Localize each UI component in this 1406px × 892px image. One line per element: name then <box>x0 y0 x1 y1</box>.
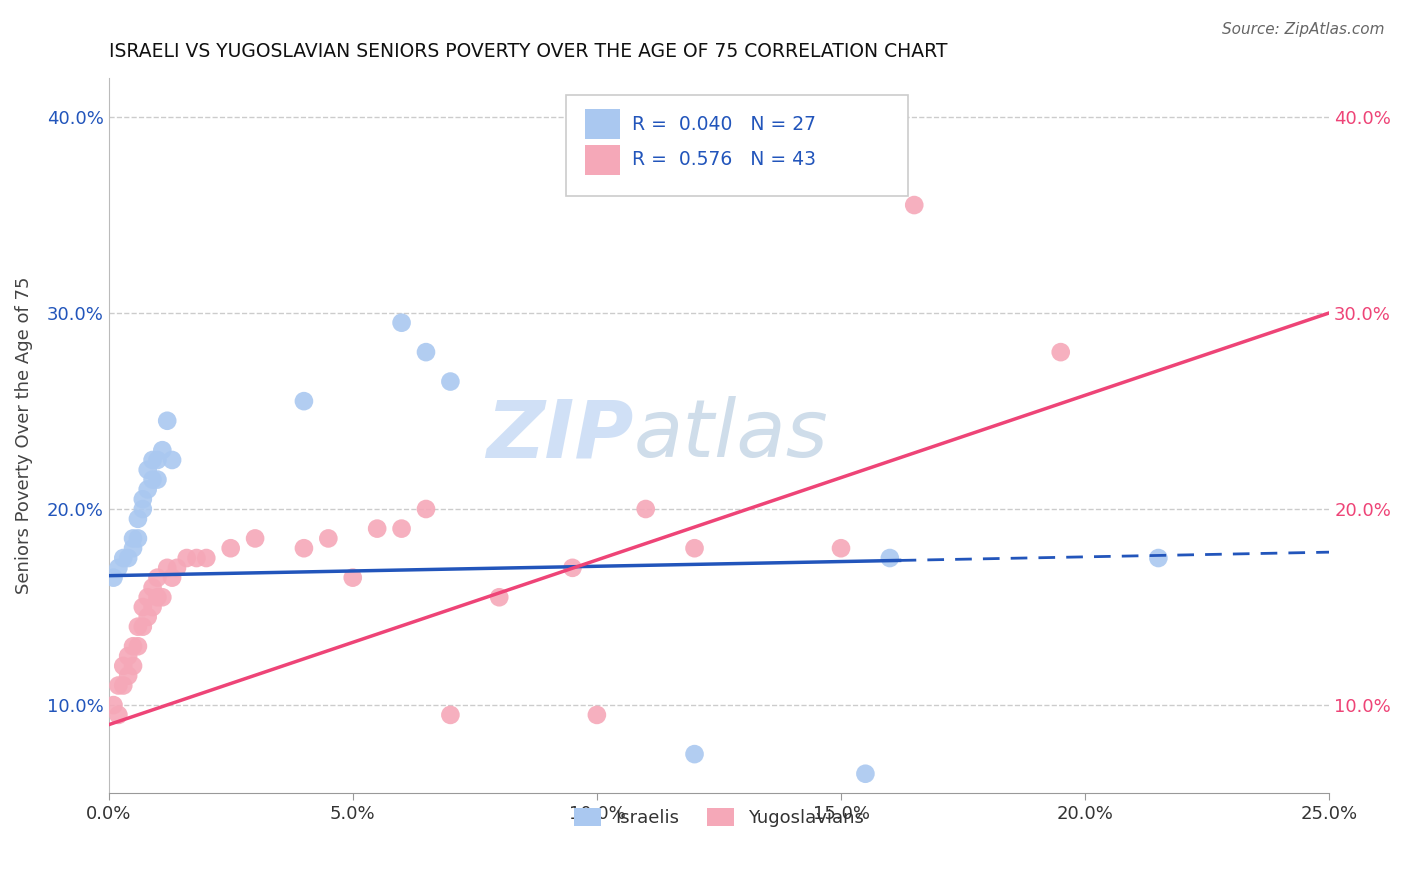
Point <box>107 707 129 722</box>
Text: R =  0.576   N = 43: R = 0.576 N = 43 <box>633 151 817 169</box>
Point <box>166 561 188 575</box>
Legend: Israelis, Yugoslavians: Israelis, Yugoslavians <box>567 801 872 834</box>
Text: atlas: atlas <box>634 396 828 475</box>
Point <box>122 532 145 546</box>
Point <box>903 198 925 212</box>
Point <box>132 502 155 516</box>
Point <box>634 502 657 516</box>
Point <box>112 551 135 566</box>
Point <box>292 394 315 409</box>
Point <box>391 316 413 330</box>
Point <box>146 571 169 585</box>
Point <box>127 640 149 654</box>
Point <box>146 453 169 467</box>
FancyBboxPatch shape <box>567 95 908 195</box>
Point <box>391 522 413 536</box>
Point <box>176 551 198 566</box>
Y-axis label: Seniors Poverty Over the Age of 75: Seniors Poverty Over the Age of 75 <box>15 277 32 594</box>
Point <box>243 532 266 546</box>
Point <box>103 698 125 712</box>
FancyBboxPatch shape <box>585 145 620 175</box>
Point <box>136 610 159 624</box>
Point <box>683 541 706 556</box>
Text: ZIP: ZIP <box>486 396 634 475</box>
Point <box>146 591 169 605</box>
Point <box>136 463 159 477</box>
Point <box>112 659 135 673</box>
Point <box>1049 345 1071 359</box>
Point <box>142 473 165 487</box>
Point <box>117 649 139 664</box>
Point <box>142 453 165 467</box>
Point <box>586 707 609 722</box>
Point <box>879 551 901 566</box>
Point <box>683 747 706 761</box>
Point <box>136 483 159 497</box>
Text: ISRAELI VS YUGOSLAVIAN SENIORS POVERTY OVER THE AGE OF 75 CORRELATION CHART: ISRAELI VS YUGOSLAVIAN SENIORS POVERTY O… <box>108 42 948 61</box>
Point <box>127 620 149 634</box>
Point <box>122 640 145 654</box>
Point <box>132 492 155 507</box>
Point <box>488 591 510 605</box>
Point <box>122 541 145 556</box>
Point <box>122 659 145 673</box>
Point <box>107 561 129 575</box>
Point <box>1147 551 1170 566</box>
Point <box>136 591 159 605</box>
Point <box>146 473 169 487</box>
Point <box>292 541 315 556</box>
Point <box>160 453 183 467</box>
Point <box>127 512 149 526</box>
Point <box>150 443 173 458</box>
Point <box>195 551 218 566</box>
Point <box>160 571 183 585</box>
Point <box>127 532 149 546</box>
Point <box>103 571 125 585</box>
Point <box>142 600 165 615</box>
Point <box>156 561 179 575</box>
Point <box>219 541 242 556</box>
Point <box>132 620 155 634</box>
Point <box>415 345 437 359</box>
Point <box>112 678 135 692</box>
Point <box>117 669 139 683</box>
Point <box>439 707 461 722</box>
Point <box>132 600 155 615</box>
Point <box>186 551 208 566</box>
Point <box>318 532 340 546</box>
Point <box>830 541 852 556</box>
FancyBboxPatch shape <box>585 109 620 139</box>
Point <box>117 551 139 566</box>
Point <box>107 678 129 692</box>
Point <box>415 502 437 516</box>
Point <box>439 375 461 389</box>
Point <box>855 766 877 780</box>
Point <box>342 571 364 585</box>
Point <box>150 591 173 605</box>
Text: Source: ZipAtlas.com: Source: ZipAtlas.com <box>1222 22 1385 37</box>
Text: R =  0.040   N = 27: R = 0.040 N = 27 <box>633 114 817 134</box>
Point <box>142 581 165 595</box>
Point <box>156 414 179 428</box>
Point <box>366 522 388 536</box>
Point <box>561 561 583 575</box>
